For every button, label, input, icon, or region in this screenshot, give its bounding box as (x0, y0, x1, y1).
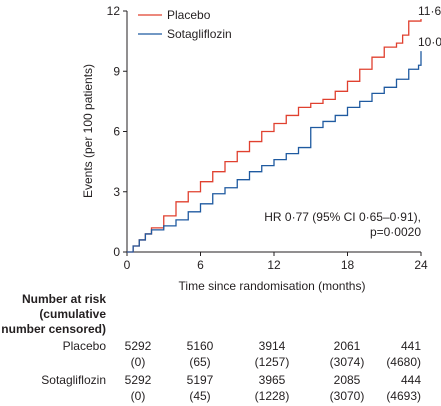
risk-censored-value: (45) (189, 389, 210, 403)
legend: Placebo Sotagliflozin (138, 8, 232, 41)
x-tick-label: 12 (267, 258, 281, 272)
risk-censored-value: (0) (131, 355, 146, 369)
hr-annotation-line2: p=0·0020 (370, 225, 421, 239)
hr-annotation-line1: HR 0·77 (95% CI 0·65–0·91), (264, 210, 421, 224)
risk-at-risk-value: 2085 (334, 373, 361, 387)
x-axis-title: Time since randomisation (months) (179, 279, 366, 293)
risk-at-risk-value: 3965 (259, 373, 286, 387)
risk-row-label-placebo: Placebo (63, 339, 107, 353)
risk-censored-value: (4680) (386, 355, 421, 369)
y-tick-label: 3 (113, 185, 120, 199)
legend-label-placebo: Placebo (167, 8, 211, 22)
x-tick-label: 6 (197, 258, 204, 272)
y-tick-label: 0 (113, 245, 120, 259)
risk-table-title-3: number censored) (1, 322, 106, 336)
risk-censored-value: (4693) (386, 389, 421, 403)
x-tick-label: 18 (341, 258, 355, 272)
x-tick-label: 0 (124, 258, 131, 272)
risk-at-risk-value: 5160 (187, 339, 214, 353)
risk-at-risk-value: 441 (401, 339, 421, 353)
risk-at-risk-value: 444 (401, 373, 421, 387)
risk-at-risk-value: 5197 (187, 373, 214, 387)
series-line-sotagliflozin (127, 51, 422, 253)
x-tick-label: 24 (414, 258, 428, 272)
y-tick-label: 9 (113, 64, 120, 78)
y-tick-label: 12 (107, 4, 121, 18)
risk-censored-value: (65) (189, 355, 210, 369)
chart-axes: 0 3 6 9 12 0 6 12 18 24 (107, 4, 428, 272)
y-tick-label: 6 (113, 125, 120, 139)
y-axis-title: Events (per 100 patients) (81, 64, 95, 198)
end-label-placebo: 11·6 (418, 4, 441, 18)
risk-at-risk-value: 5292 (125, 339, 152, 353)
risk-table: Number at risk (cumulative number censor… (1, 292, 421, 403)
legend-label-sotagliflozin: Sotagliflozin (167, 27, 232, 41)
risk-censored-value: (1228) (255, 389, 290, 403)
risk-censored-value: (3074) (330, 355, 365, 369)
end-label-sotagliflozin: 10·0 (418, 35, 441, 49)
plot-area (127, 19, 422, 253)
risk-at-risk-value: 3914 (259, 339, 286, 353)
risk-table-cells: 5292 5160 3914 2061 441 (0) (65) (1257) (3074) (4… (125, 339, 422, 403)
risk-table-title-1: Number at risk (22, 292, 106, 306)
risk-row-label-sotagliflozin: Sotagliflozin (41, 373, 106, 387)
risk-censored-value: (1257) (255, 355, 290, 369)
risk-table-title-2: (cumulative (39, 307, 106, 321)
risk-at-risk-value: 2061 (334, 339, 361, 353)
risk-at-risk-value: 5292 (125, 373, 152, 387)
risk-censored-value: (0) (131, 389, 146, 403)
risk-censored-value: (3070) (330, 389, 365, 403)
